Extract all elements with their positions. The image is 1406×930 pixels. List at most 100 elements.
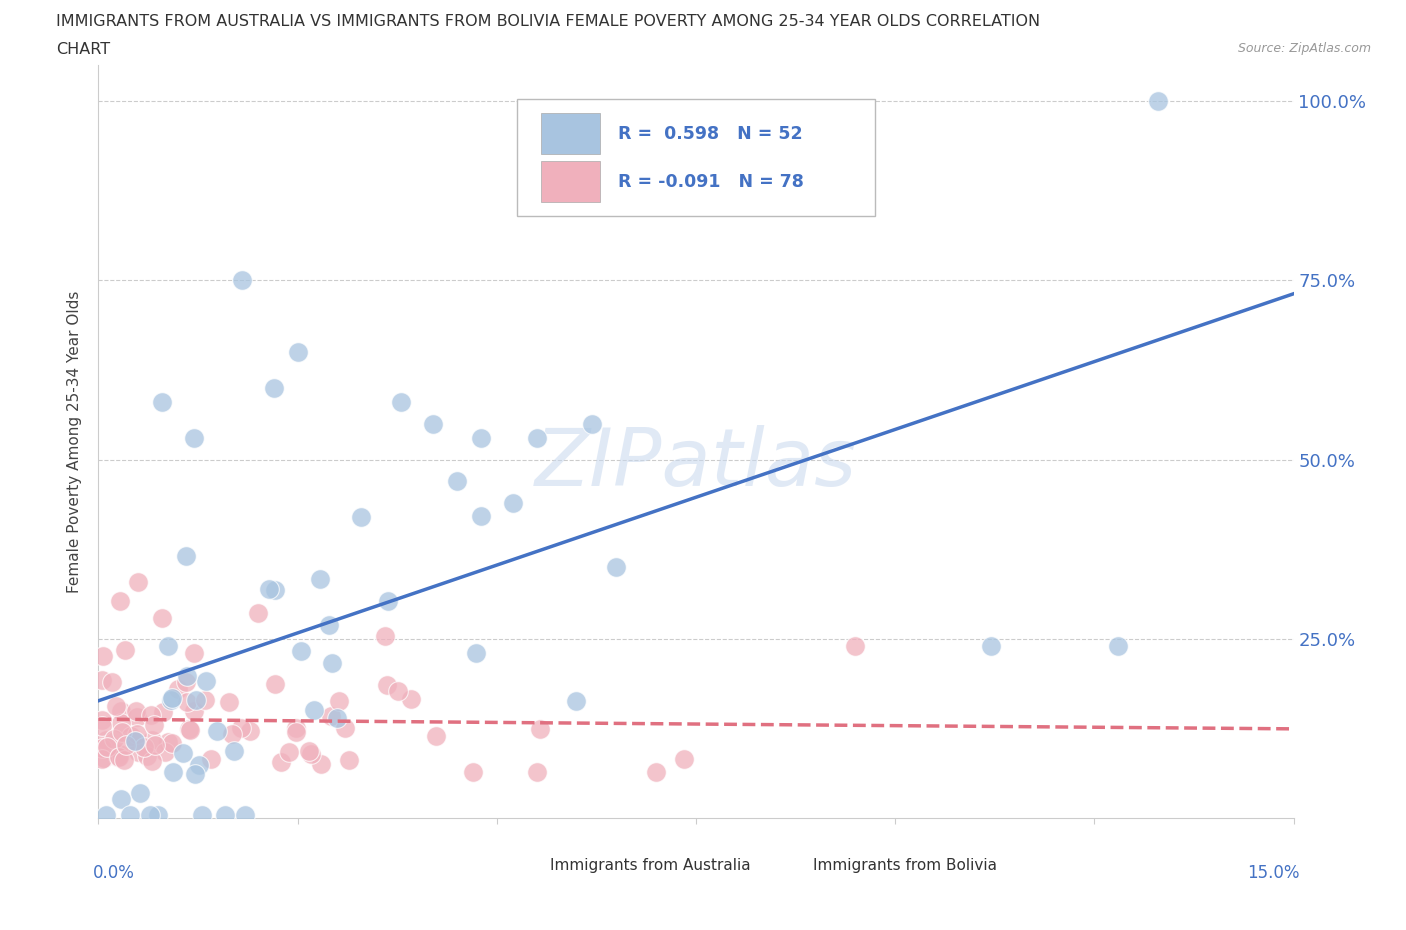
Point: [91, 672, 114, 687]
Point: [464, 645, 486, 660]
Point: [298, 743, 321, 758]
Point: [176, 695, 198, 710]
Point: [333, 721, 356, 736]
Point: [174, 549, 197, 564]
Point: [319, 709, 342, 724]
FancyBboxPatch shape: [541, 161, 600, 202]
Point: [91, 712, 114, 727]
Point: [222, 743, 245, 758]
Point: [425, 728, 447, 743]
Point: [311, 756, 333, 771]
Text: Immigrants from Australia: Immigrants from Australia: [550, 858, 751, 873]
Point: [287, 345, 309, 360]
Point: [111, 724, 134, 739]
Point: [153, 745, 176, 760]
Point: [104, 698, 127, 713]
Point: [176, 674, 198, 689]
Point: [186, 693, 208, 708]
Point: [120, 807, 142, 822]
Point: [205, 724, 228, 738]
Point: [673, 751, 696, 766]
Point: [125, 710, 148, 724]
Point: [127, 574, 149, 589]
Point: [139, 807, 162, 822]
Point: [150, 395, 173, 410]
Point: [91, 718, 114, 733]
Text: R = -0.091   N = 78: R = -0.091 N = 78: [619, 173, 804, 191]
FancyBboxPatch shape: [486, 852, 541, 879]
Point: [214, 807, 236, 822]
Point: [179, 722, 201, 737]
Point: [139, 707, 162, 722]
Text: IMMIGRANTS FROM AUSTRALIA VS IMMIGRANTS FROM BOLIVIA FEMALE POVERTY AMONG 25-34 : IMMIGRANTS FROM AUSTRALIA VS IMMIGRANTS …: [56, 14, 1040, 29]
Point: [581, 417, 603, 432]
Point: [114, 643, 136, 658]
Point: [115, 738, 138, 753]
Point: [160, 736, 183, 751]
Text: CHART: CHART: [56, 42, 110, 57]
Point: [191, 807, 214, 822]
Point: [156, 639, 179, 654]
Point: [270, 754, 292, 769]
Text: R =  0.598   N = 52: R = 0.598 N = 52: [619, 125, 803, 142]
Point: [167, 682, 190, 697]
Point: [194, 673, 217, 688]
Text: Immigrants from Bolivia: Immigrants from Bolivia: [813, 858, 997, 873]
Point: [844, 639, 866, 654]
Text: 15.0%: 15.0%: [1247, 864, 1299, 882]
Point: [526, 431, 548, 445]
Point: [422, 417, 444, 432]
Point: [127, 744, 149, 759]
Point: [299, 747, 322, 762]
Point: [110, 593, 132, 608]
Point: [263, 677, 285, 692]
FancyBboxPatch shape: [541, 113, 600, 154]
Point: [328, 693, 350, 708]
Text: 0.0%: 0.0%: [93, 864, 135, 882]
Point: [221, 726, 243, 741]
Point: [446, 473, 468, 488]
Point: [326, 711, 349, 725]
Point: [162, 765, 184, 780]
Point: [263, 582, 285, 597]
Point: [308, 572, 330, 587]
Point: [183, 766, 205, 781]
Point: [278, 745, 301, 760]
Point: [112, 752, 135, 767]
FancyBboxPatch shape: [749, 852, 804, 879]
Point: [321, 656, 343, 671]
Point: [129, 786, 152, 801]
Point: [218, 695, 240, 710]
Point: [143, 738, 166, 753]
Point: [470, 509, 492, 524]
Point: [187, 757, 209, 772]
Point: [350, 510, 373, 525]
Point: [980, 639, 1002, 654]
Point: [142, 718, 165, 733]
Point: [103, 732, 125, 747]
Point: [387, 684, 409, 698]
Point: [110, 716, 132, 731]
Point: [470, 431, 492, 445]
Point: [121, 728, 143, 743]
Point: [179, 723, 201, 737]
Point: [565, 694, 588, 709]
Point: [183, 431, 205, 445]
Point: [93, 751, 115, 765]
Point: [337, 752, 360, 767]
Point: [502, 496, 524, 511]
Point: [389, 395, 412, 410]
Point: [124, 734, 146, 749]
Point: [231, 272, 253, 287]
Point: [176, 669, 198, 684]
Y-axis label: Female Poverty Among 25-34 Year Olds: Female Poverty Among 25-34 Year Olds: [67, 290, 83, 593]
Point: [399, 692, 422, 707]
Point: [183, 704, 205, 719]
Point: [377, 593, 399, 608]
Point: [91, 751, 114, 766]
Point: [150, 610, 173, 625]
Point: [101, 675, 124, 690]
Point: [194, 693, 217, 708]
Point: [110, 791, 132, 806]
Point: [318, 618, 340, 632]
